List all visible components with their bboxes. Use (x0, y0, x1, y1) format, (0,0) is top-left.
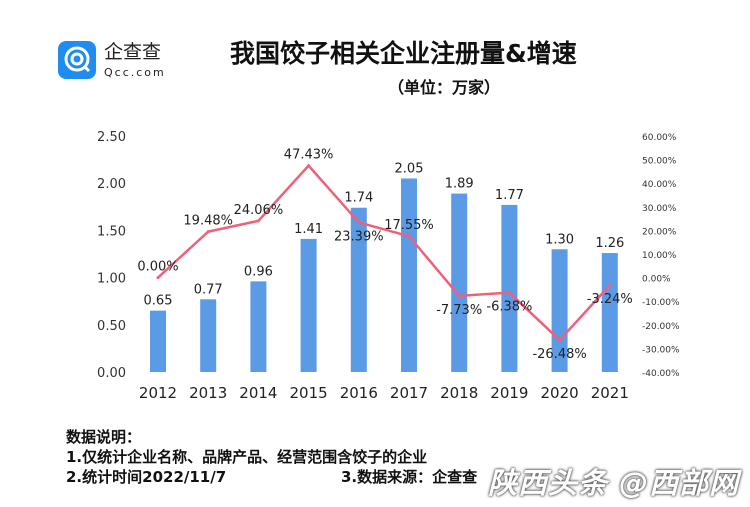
x-tick-label: 2017 (390, 384, 428, 402)
qcc-logo: 企查查 Qcc.com (58, 41, 166, 79)
left-tick-label: 1.50 (97, 224, 126, 239)
bar (300, 238, 317, 372)
bar (401, 178, 417, 372)
chart: 0.00 0.50 1.00 1.50 2.00 2.50 -40.00% -30.00% -2… (97, 130, 680, 402)
growth-point (357, 220, 361, 224)
x-tick-label: 2019 (490, 384, 528, 402)
right-tick-label: -40.00% (642, 369, 680, 379)
logo-name: 企查查 (104, 40, 162, 63)
growth-line (157, 163, 611, 342)
bar-value-label: 0.96 (244, 264, 273, 279)
bar (501, 204, 518, 372)
right-tick-label: 60.00% (642, 133, 677, 143)
notes-line2: 2.统计时间2022/11/7 (66, 468, 227, 486)
growth-point (256, 219, 260, 223)
right-tick-label: 40.00% (642, 180, 677, 190)
growth-point (457, 294, 461, 298)
growth-value-label: 23.39% (334, 229, 384, 244)
x-tick-label: 2013 (189, 384, 227, 402)
growth-value-label: -6.38% (486, 300, 532, 315)
left-tick-label: 0.00 (97, 366, 126, 381)
bar (150, 310, 166, 372)
right-tick-label: -30.00% (642, 345, 680, 355)
left-tick-label: 2.50 (97, 130, 126, 145)
growth-point (407, 234, 411, 238)
x-tick-label: 2014 (239, 384, 277, 402)
x-tick-label: 2021 (591, 384, 629, 402)
right-tick-label: 0.00% (642, 275, 671, 285)
growth-value-label: 24.06% (234, 203, 284, 218)
right-tick-label: 30.00% (642, 204, 677, 214)
right-tick-label: 50.00% (642, 157, 677, 167)
bar-value-label: 1.74 (344, 191, 373, 206)
growth-point (608, 283, 612, 287)
notes-line1: 1.仅统计企业名称、品牌产品、经营范围含饺子的企业 (66, 448, 428, 466)
qcc-logo-icon (58, 41, 96, 79)
growth-value-label: -26.48% (532, 347, 586, 362)
left-tick-label: 2.00 (97, 177, 126, 192)
notes-line3: 3.数据来源：企查查 (341, 468, 478, 486)
right-tick-label: 10.00% (642, 251, 677, 261)
growth-value-label: -7.73% (436, 303, 482, 318)
bar-value-label: 1.30 (545, 232, 574, 247)
bar-value-label: 0.77 (194, 282, 223, 297)
left-tick-label: 0.50 (97, 319, 126, 334)
notes-heading: 数据说明： (66, 428, 142, 446)
x-tick-label: 2020 (541, 384, 579, 402)
data-notes: 数据说明： 1.仅统计企业名称、品牌产品、经营范围含饺子的企业 2.统计时间20… (66, 427, 477, 487)
right-tick-label: 20.00% (642, 227, 677, 237)
x-tick-label: 2015 (290, 384, 328, 402)
bar (250, 281, 267, 372)
growth-point (156, 276, 160, 280)
growth-value-label: 0.00% (137, 260, 178, 275)
bar (551, 249, 568, 372)
chart-title: 我国饺子相关企业注册量&增速 (230, 39, 577, 68)
growth-point (206, 230, 210, 234)
bar-value-label: 1.77 (495, 188, 524, 203)
growth-value-label: -3.24% (587, 292, 633, 307)
bar (451, 193, 468, 372)
bar-value-label: 0.65 (144, 294, 173, 309)
chart-subtitle: （单位：万家） (388, 78, 501, 97)
growth-point (307, 164, 311, 168)
x-tick-label: 2012 (139, 384, 177, 402)
left-tick-label: 1.00 (97, 272, 126, 287)
growth-value-label: 47.43% (284, 148, 334, 163)
growth-point (558, 338, 562, 342)
right-tick-label: -20.00% (642, 322, 680, 332)
bar-value-label: 1.89 (445, 177, 474, 192)
bar (601, 253, 618, 372)
bar-value-label: 1.41 (294, 222, 323, 237)
x-tick-label: 2016 (340, 384, 378, 402)
growth-value-label: 17.55% (384, 218, 434, 233)
bar-value-label: 1.26 (595, 236, 624, 251)
growth-value-label: 19.48% (183, 214, 233, 229)
bar (350, 207, 367, 372)
logo-domain: Qcc.com (104, 65, 166, 79)
bar (200, 299, 217, 372)
bar-value-label: 2.05 (395, 161, 424, 176)
right-tick-label: -10.00% (642, 298, 680, 308)
watermark: 陕西头条 @西部网 (488, 466, 740, 500)
x-tick-label: 2018 (440, 384, 478, 402)
growth-point (507, 291, 511, 295)
